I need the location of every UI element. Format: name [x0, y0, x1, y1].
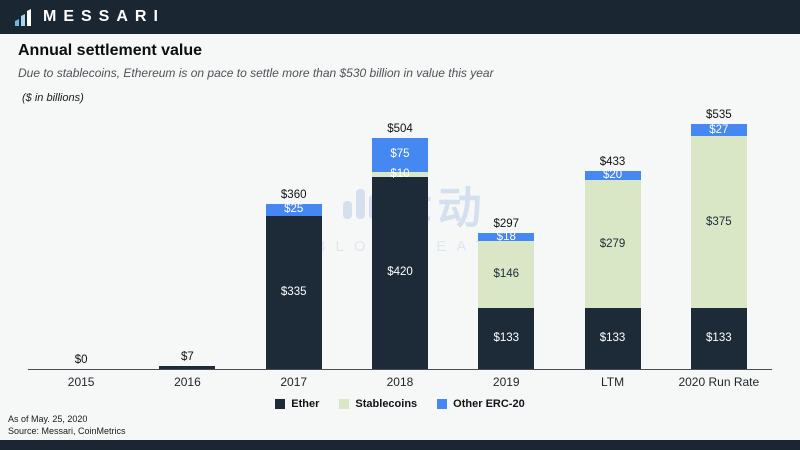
bar-segment-label: $18: [496, 230, 516, 243]
page-title: Annual settlement value: [18, 42, 203, 59]
bar-segment-label: $133: [493, 332, 520, 345]
bar-slot: $504 $75 $10 $420: [347, 118, 453, 369]
bar-segment-label: $279: [599, 237, 626, 250]
bar-segment-label: $375: [706, 215, 732, 228]
bar-slot: $535 $27 $375 $133: [666, 109, 772, 369]
bar-slot: $0: [28, 118, 134, 369]
legend-label: Ether: [291, 398, 320, 410]
bar-stack: $25 $335: [265, 203, 322, 369]
bar-stack: $75 $10 $420: [371, 137, 428, 369]
bar-segment: $375: [690, 136, 747, 309]
x-axis: 2015 2016 2017 2018 2019 LTM 2020 Run Rate: [28, 375, 772, 389]
bottom-brand-bar: [0, 440, 800, 450]
x-axis-label: 2018: [386, 375, 414, 389]
bar-segment-label: $27: [709, 123, 729, 136]
x-axis-label: 2017: [280, 375, 308, 389]
bar-slot: $7: [134, 118, 240, 369]
units-note: ($ in billions): [22, 92, 84, 104]
bar-segment: $133: [584, 308, 641, 369]
bar-stack: [159, 365, 216, 369]
x-axis-label: LTM: [600, 375, 625, 389]
legend: Ether Stablecoins Other ERC-20: [0, 398, 800, 410]
legend-item: Stablecoins: [339, 398, 417, 410]
chart-plot: $0 $7 $360 $25 $335 $504 $75 $10 $420 $297 $18 $146…: [28, 109, 772, 370]
footer-as-of: As of May. 25, 2020: [8, 413, 88, 424]
brand-name: MESSARI: [43, 8, 165, 25]
bar-segment: $420: [371, 176, 428, 369]
messari-logo: MESSARI: [14, 8, 165, 26]
bar-slot: $433 $20 $279 $133: [559, 118, 665, 369]
bar-slot: $360 $25 $335: [241, 118, 347, 369]
bar-segment: $335: [265, 215, 322, 369]
top-brand-bar: MESSARI: [0, 0, 800, 34]
bar-segment-label: $20: [602, 169, 623, 182]
bar-segment-label: $25: [284, 203, 304, 216]
bar-segment-label: $146: [493, 268, 520, 281]
legend-swatch: [275, 399, 286, 409]
x-axis-label: 2020 Run Rate: [678, 375, 760, 389]
bar-total-label: $7: [181, 350, 194, 363]
bar-segment: $10: [371, 167, 428, 180]
legend-label: Stablecoins: [355, 398, 418, 410]
bar-total-label: $297: [493, 217, 520, 230]
legend-swatch: [339, 399, 350, 409]
bar-stack: $20 $279 $133: [584, 169, 641, 369]
bar-segment: $20: [584, 169, 641, 182]
bar-segment-label: $420: [387, 266, 413, 279]
bar-segment: $27: [690, 123, 747, 137]
bar-total-label: $535: [706, 108, 732, 121]
bar-segment: $279: [584, 180, 641, 309]
bar-segment-label: $335: [280, 285, 307, 298]
bar-stack: $18 $146 $133: [478, 230, 535, 369]
bar-segment: $75: [371, 137, 428, 172]
bar-total-label: $0: [74, 354, 88, 366]
x-axis-label: 2016: [174, 375, 201, 389]
footer: As of May. 25, 2020 Source: Messari, Coi…: [8, 413, 126, 437]
bar-segment: [159, 365, 216, 369]
bar-segment-label: $75: [390, 148, 410, 161]
bar-segment: $18: [478, 230, 535, 243]
legend-item: Ether: [275, 398, 319, 410]
bar-total-label: $433: [599, 156, 626, 169]
bar-segment-label: $133: [599, 332, 626, 345]
x-axis-label: 2019: [492, 375, 520, 389]
bar-segment: $133: [478, 308, 535, 369]
bar-segment: $146: [478, 241, 535, 309]
messari-logo-icon: [15, 9, 31, 26]
footer-source: Source: Messari, CoinMetrics: [8, 425, 126, 436]
legend-swatch: [437, 399, 448, 409]
bar-segment-label: $10: [390, 167, 410, 180]
bar-slot: $297 $18 $146 $133: [453, 118, 559, 369]
bar-total-label: $360: [280, 189, 307, 202]
bar-stack: $27 $375 $133: [690, 123, 747, 369]
legend-label: Other ERC-20: [453, 398, 525, 410]
x-axis-label: 2015: [67, 375, 95, 389]
page-subtitle: Due to stablecoins, Ethereum is on pace …: [18, 66, 494, 80]
bar-segment: $133: [690, 308, 747, 369]
title-block: Annual settlement value Due to stablecoi…: [18, 42, 782, 80]
legend-item: Other ERC-20: [437, 398, 525, 410]
bar-total-label: $504: [387, 122, 413, 135]
bar-segment-label: $133: [706, 332, 732, 345]
bar-segment: $25: [265, 203, 322, 216]
